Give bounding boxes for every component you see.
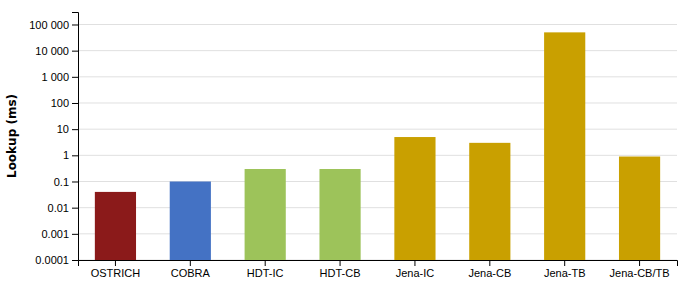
bar — [394, 137, 435, 260]
tick-mark — [564, 260, 565, 266]
grid-line — [78, 76, 677, 77]
tick: HDT-CB — [320, 260, 361, 279]
x-axis: OSTRICH COBRA HDT-IC HDT-CB Jena-IC Jena-CB Je… — [79, 260, 678, 279]
tick-mark — [414, 260, 415, 266]
plot: 0.0001 0.001 0.01 0.1 1 10 100 1 000 10 000 100 0… — [29, 13, 677, 279]
tick-label: 10 000 — [35, 45, 69, 57]
bar — [469, 143, 510, 260]
tick-mark — [72, 129, 78, 130]
tick-label: OSTRICH — [91, 267, 141, 279]
tick-mark — [72, 103, 78, 104]
grid-line — [78, 233, 677, 234]
tick-label: Jena-CB — [468, 267, 511, 279]
tick: 1 — [63, 149, 78, 161]
tick-label: 1 — [63, 149, 69, 161]
tick-label: Jena-IC — [396, 267, 435, 279]
bar — [319, 169, 360, 260]
tick: OSTRICH — [91, 260, 141, 279]
tick: 100 000 — [29, 19, 78, 31]
tick: 10 — [57, 123, 78, 135]
tick-mark — [489, 260, 490, 266]
grid-line — [78, 181, 677, 182]
tick-label: Jena-CB/TB — [610, 267, 670, 279]
tick-mark — [72, 234, 78, 235]
grid-line — [78, 129, 677, 130]
grid — [78, 24, 677, 260]
tick-mark — [265, 260, 266, 266]
grid-line — [78, 50, 677, 51]
tick-label: 0.1 — [54, 176, 69, 188]
tick-label: HDT-CB — [320, 267, 361, 279]
tick-mark — [340, 260, 341, 266]
tick: Jena-CB — [468, 260, 511, 279]
tick-label: 100 — [51, 97, 69, 109]
tick-label: Jena-TB — [544, 267, 586, 279]
chart: 0.0001 0.001 0.01 0.1 1 10 100 1 000 10 000 100 0… — [0, 0, 691, 288]
tick-mark — [190, 260, 191, 266]
y-axis-title: Lookup (ms) — [5, 94, 19, 178]
y-axis: 0.0001 0.001 0.01 0.1 1 10 100 1 000 10 000 100 0… — [29, 13, 78, 267]
tick-label: 100 000 — [29, 19, 69, 31]
tick: 1 000 — [41, 71, 78, 83]
tick-mark — [72, 77, 78, 78]
tick-mark — [72, 24, 78, 25]
tick: Jena-TB — [544, 260, 586, 279]
tick-mark — [72, 155, 78, 156]
tick-label: COBRA — [171, 267, 211, 279]
tick-label: 10 — [57, 123, 69, 135]
axis-line — [72, 13, 79, 261]
grid-line — [78, 102, 677, 103]
bar — [170, 181, 211, 260]
tick-mark — [72, 51, 78, 52]
tick: 0.0001 — [35, 254, 78, 266]
tick-label: 1 000 — [41, 71, 69, 83]
tick: 0.01 — [48, 202, 78, 214]
tick-mark — [115, 260, 116, 266]
tick-label: HDT-IC — [247, 267, 284, 279]
tick: 100 — [51, 97, 78, 109]
bars — [95, 32, 660, 260]
tick-label: 0.001 — [41, 228, 69, 240]
bar — [245, 169, 286, 260]
tick: HDT-IC — [247, 260, 284, 279]
tick: 0.001 — [41, 228, 78, 240]
tick: Jena-IC — [396, 260, 435, 279]
grid-line — [78, 24, 677, 25]
tick: Jena-CB/TB — [610, 260, 670, 279]
grid-line — [78, 155, 677, 156]
bar — [95, 192, 136, 260]
bar — [544, 32, 585, 260]
tick: 10 000 — [35, 45, 78, 57]
tick-label: 0.0001 — [35, 254, 69, 266]
tick-mark — [639, 260, 640, 266]
grid-line — [78, 207, 677, 208]
tick-mark — [72, 208, 78, 209]
bar — [619, 157, 660, 260]
tick: 0.1 — [54, 176, 78, 188]
tick: COBRA — [171, 260, 211, 279]
tick-mark — [72, 260, 78, 261]
tick-mark — [72, 181, 78, 182]
axis-line — [79, 261, 678, 267]
tick-label: 0.01 — [48, 202, 69, 214]
